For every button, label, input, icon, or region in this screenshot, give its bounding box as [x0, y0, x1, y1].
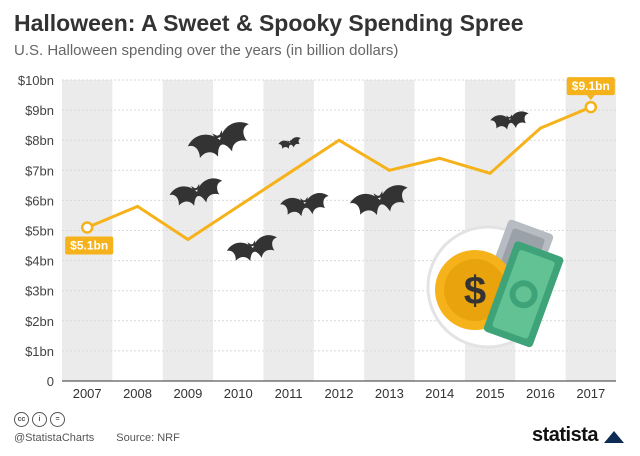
data-point	[186, 238, 190, 242]
data-label: $9.1bn	[572, 79, 610, 93]
x-tick-label: 2013	[375, 386, 404, 401]
y-tick-label: $4bn	[25, 254, 54, 269]
handle[interactable]: @StatistaCharts	[14, 432, 95, 444]
data-point	[337, 138, 341, 142]
callout-pointer	[586, 95, 595, 101]
callout-box	[65, 236, 114, 255]
svg-text:$: $	[464, 269, 486, 313]
brand-logo[interactable]: statista	[532, 424, 624, 447]
x-tick-label: 2010	[224, 386, 253, 401]
data-point	[136, 204, 140, 208]
data-label: $5.1bn	[70, 238, 108, 252]
data-point	[287, 171, 291, 175]
data-point	[438, 156, 442, 160]
annotations: $5.1bn $9.1bn	[65, 77, 615, 255]
source: Source: NRF	[116, 432, 180, 444]
brand-name: statista	[531, 424, 599, 446]
y-tick-label: $6bn	[25, 193, 54, 208]
y-tick-label: $9bn	[25, 103, 54, 118]
data-point	[584, 100, 598, 114]
y-tick-label: $8bn	[25, 133, 54, 148]
chart-subtitle: U.S. Halloween spending over the years (…	[14, 42, 399, 59]
data-point	[80, 221, 94, 234]
chart-title: Halloween: A Sweet & Spooky Spending Spr…	[14, 10, 524, 36]
statista-icon	[604, 430, 624, 443]
footer: cc i = @StatistaCharts Source: NRF	[14, 412, 180, 444]
x-tick-label: 2016	[526, 386, 555, 401]
x-axis: 2007 2008 2009 2010 2011 2012 2013 2014 2015 2016…	[73, 386, 606, 401]
data-point	[488, 171, 492, 175]
x-tick-label: 2014	[425, 386, 454, 401]
equals-icon: =	[50, 412, 65, 427]
x-tick-label: 2008	[123, 386, 152, 401]
x-tick-label: 2007	[73, 386, 102, 401]
y-tick-label: 0	[47, 374, 54, 389]
y-tick-label: $1bn	[25, 344, 54, 359]
x-tick-label: 2009	[173, 386, 202, 401]
y-tick-label: $5bn	[25, 224, 54, 239]
data-point	[387, 168, 391, 172]
data-point	[236, 204, 240, 208]
y-tick-label: $10bn	[18, 73, 54, 88]
money-decoration: $	[426, 219, 564, 349]
callout-box	[566, 77, 615, 96]
y-axis: 0 $1bn $2bn $3bn $4bn $5bn $6bn $7bn $8bn $9bn $10…	[18, 73, 54, 389]
y-tick-label: $2bn	[25, 314, 54, 329]
cc-icon: cc	[14, 412, 29, 427]
x-tick-label: 2017	[576, 386, 605, 401]
license-icons: cc i =	[14, 412, 180, 427]
x-tick-label: 2011	[275, 386, 303, 401]
y-tick-label: $3bn	[25, 284, 54, 299]
banknote-icon	[483, 241, 564, 348]
x-tick-label: 2012	[325, 386, 354, 401]
gridlines	[62, 79, 616, 382]
x-tick-label: 2015	[476, 386, 505, 401]
person-icon: i	[32, 412, 47, 427]
data-point	[538, 126, 542, 130]
y-tick-label: $7bn	[25, 163, 54, 178]
series-line-group	[80, 100, 598, 242]
